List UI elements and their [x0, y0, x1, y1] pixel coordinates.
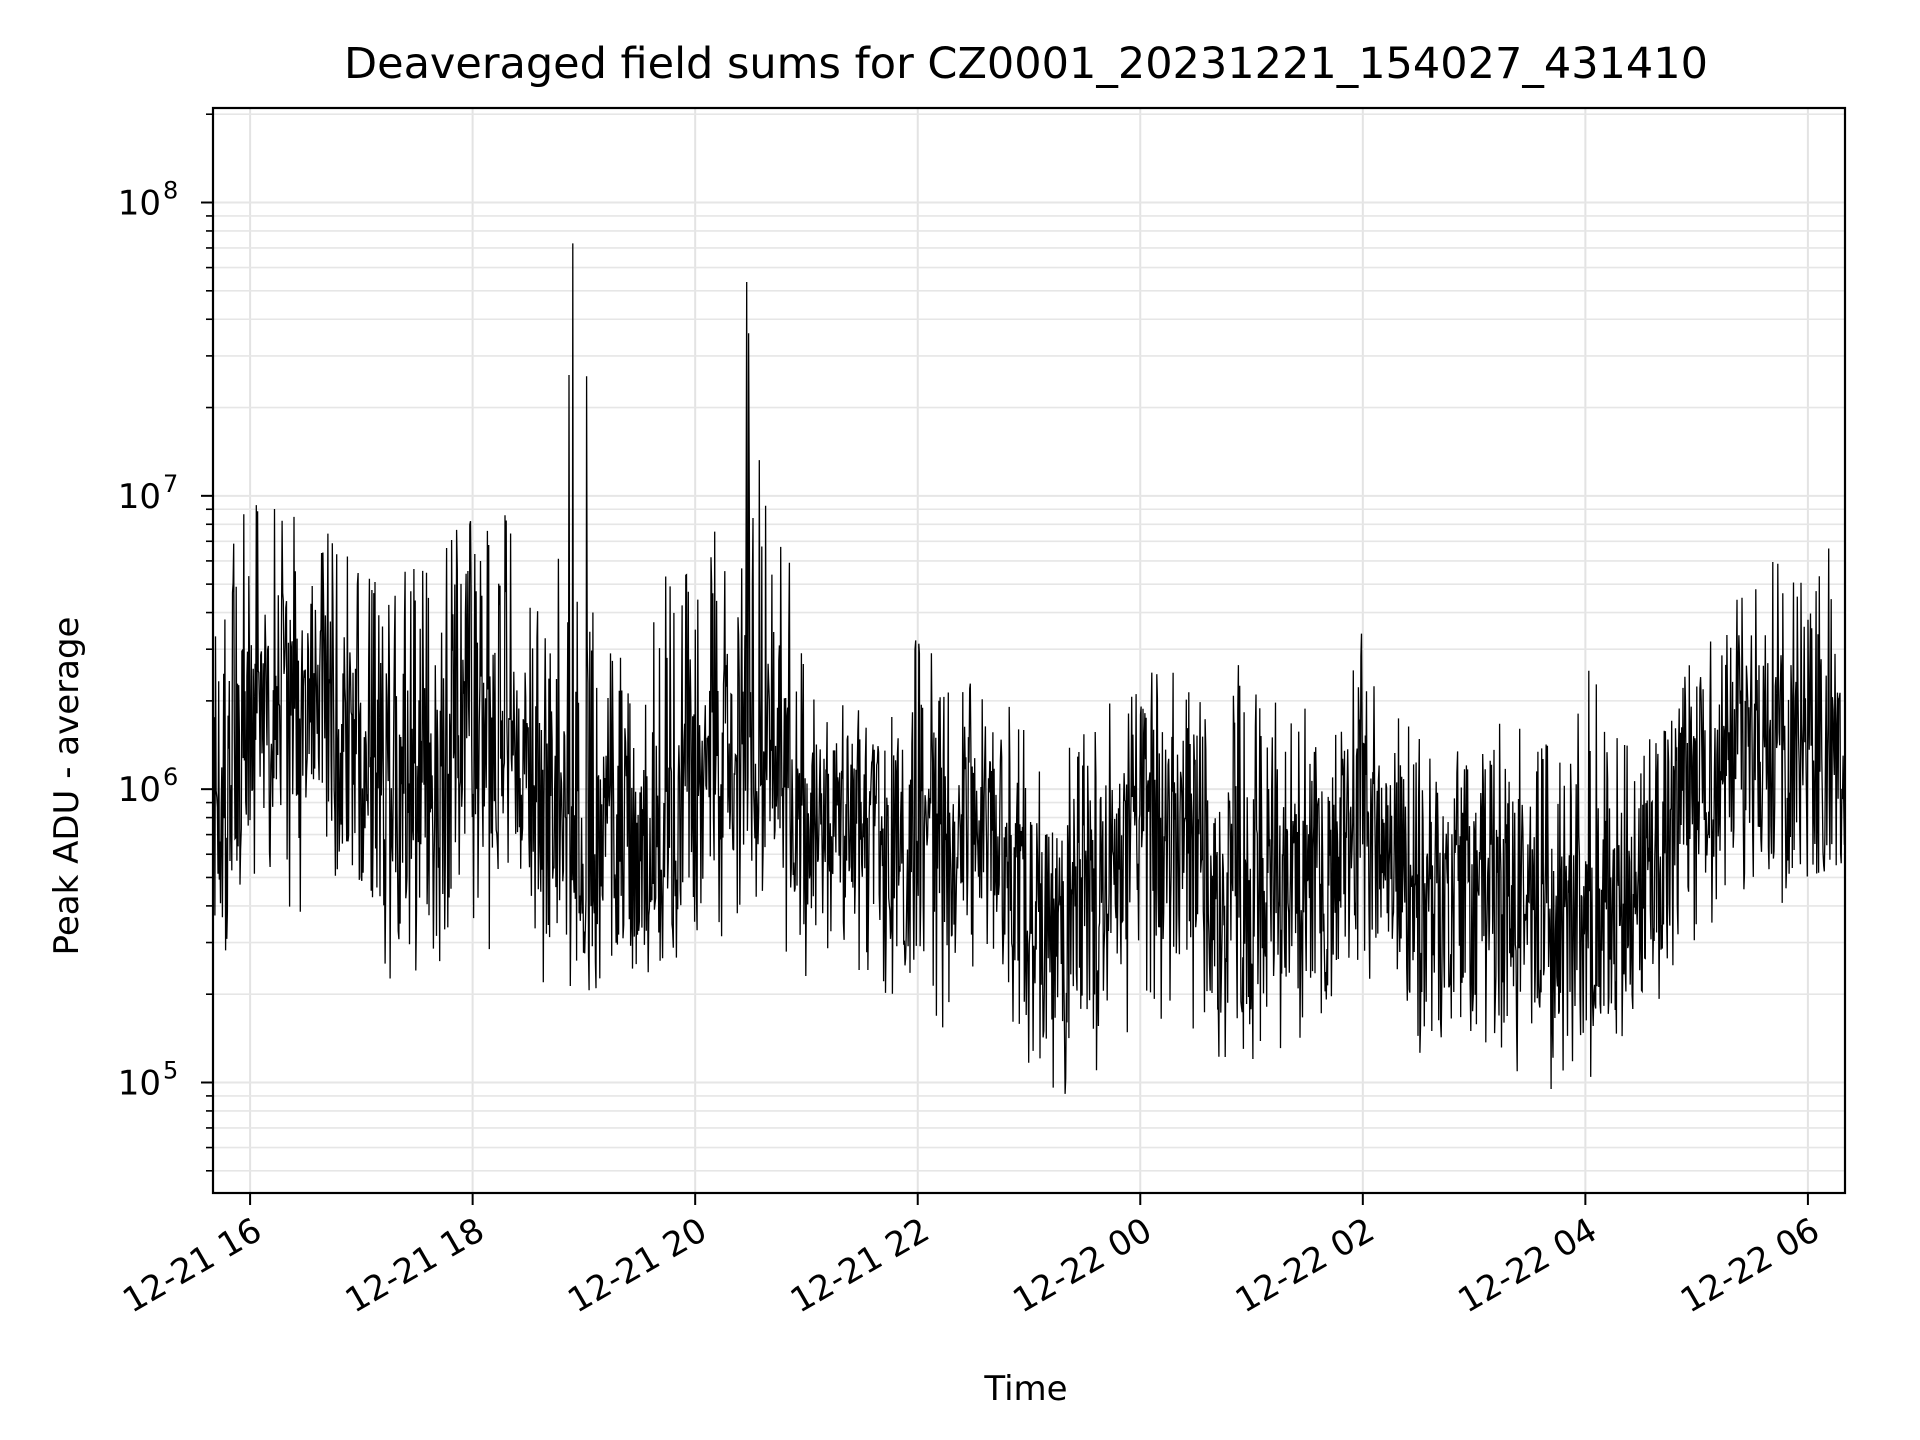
y-tick-label: 10 — [118, 1063, 161, 1103]
chart-title: Deaveraged field sums for CZ0001_2023122… — [344, 39, 1708, 89]
series-group — [212, 243, 1846, 1094]
plot-area-frame — [211, 106, 1847, 1195]
grid — [213, 108, 1845, 1193]
y-tick-label: 10 — [118, 770, 161, 810]
x-axis-label: Time — [983, 1369, 1067, 1409]
y-tick-exponent: 8 — [163, 177, 178, 205]
y-tick-exponent: 5 — [163, 1056, 178, 1084]
y-axis-label: Peak ADU - average — [47, 617, 87, 956]
y-tick-exponent: 6 — [163, 763, 178, 791]
y-tick-exponent: 7 — [163, 470, 178, 498]
y-tick-label: 10 — [118, 184, 161, 224]
y-tick-label: 10 — [118, 477, 161, 517]
series-line — [212, 243, 1846, 1094]
